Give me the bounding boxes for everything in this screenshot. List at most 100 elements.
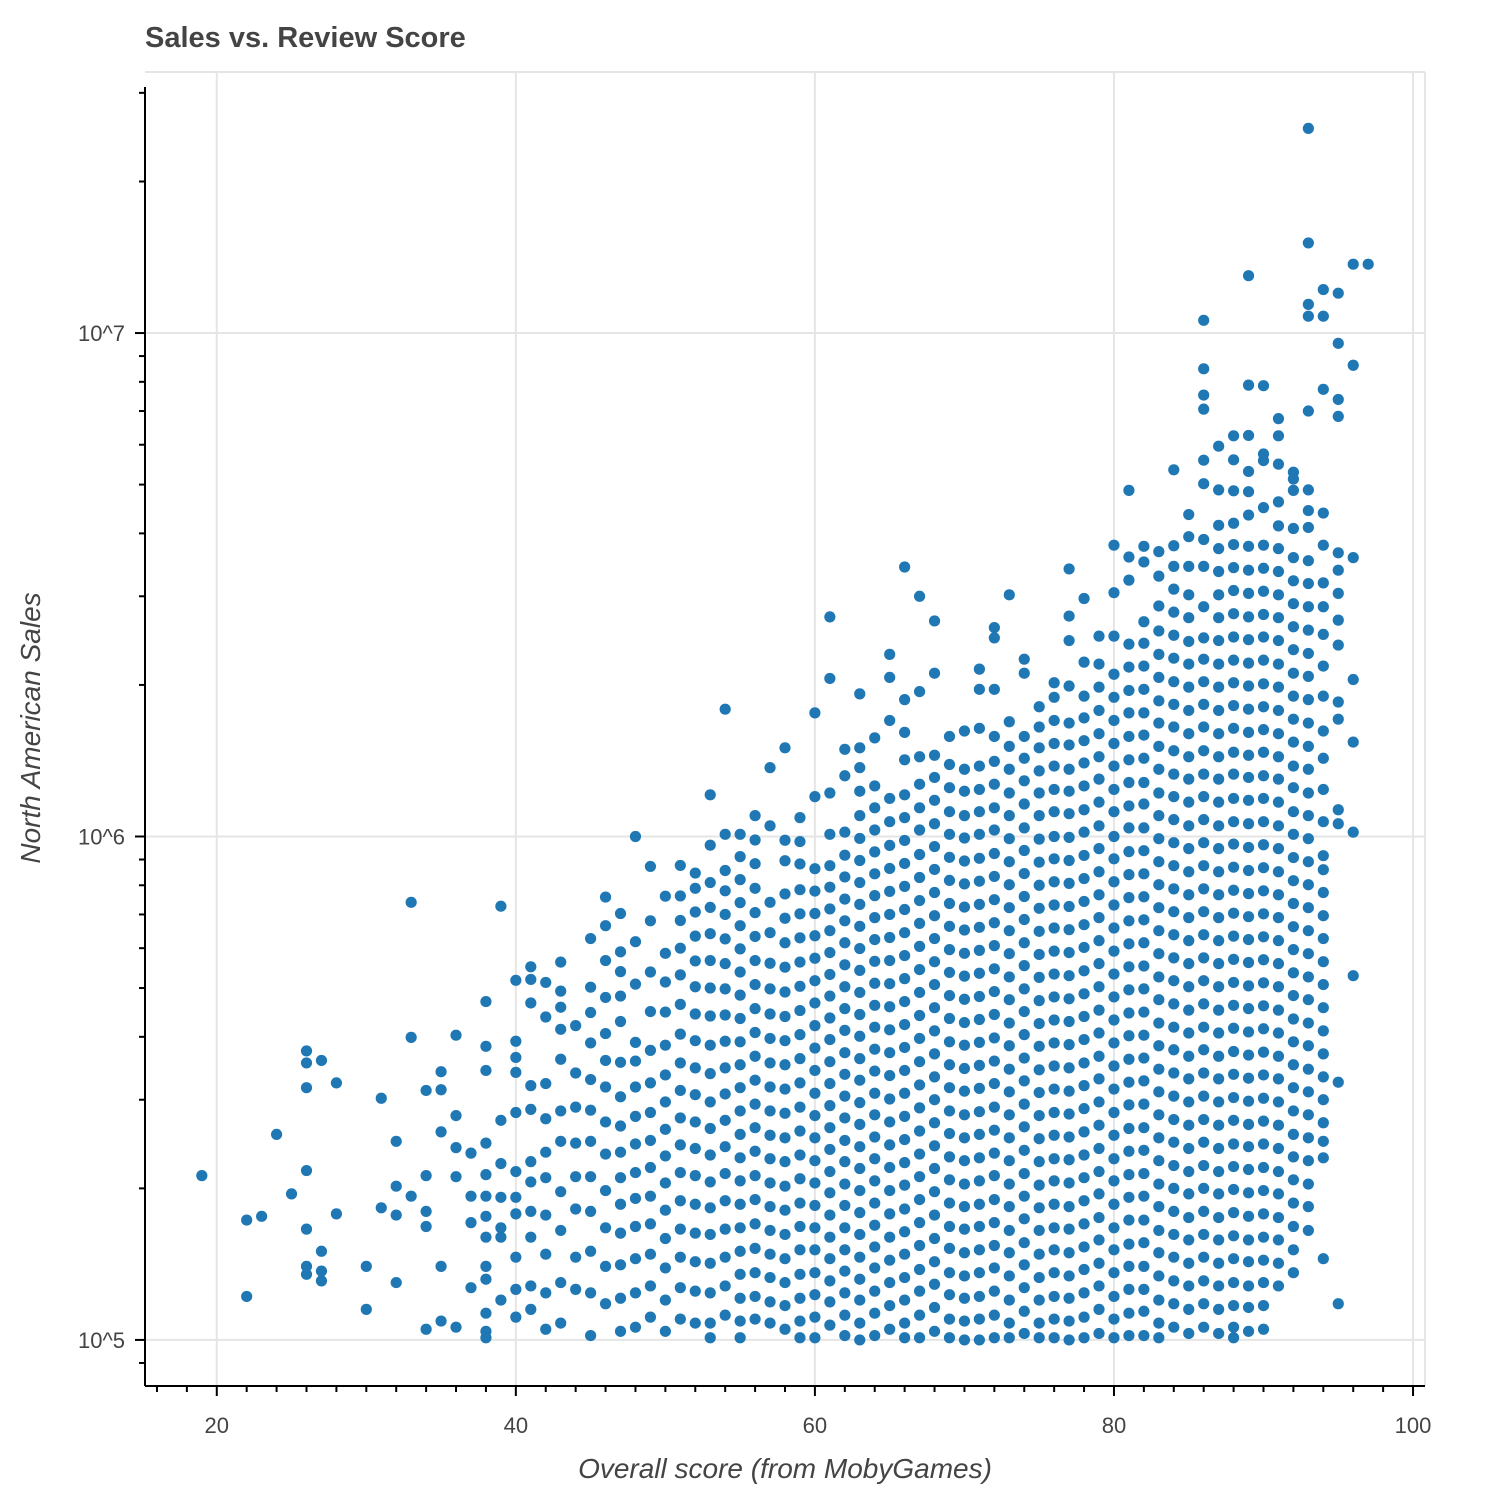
data-point (1183, 866, 1195, 878)
data-point (764, 1248, 776, 1260)
data-point (973, 1082, 985, 1094)
data-point (1018, 937, 1030, 949)
data-point (1108, 783, 1120, 796)
data-point (1138, 1006, 1150, 1018)
data-point (1347, 673, 1359, 686)
data-point (629, 978, 642, 990)
data-point (1183, 635, 1195, 648)
data-point (899, 1317, 911, 1329)
data-point (869, 890, 881, 902)
data-point (1018, 983, 1030, 995)
data-point (809, 1109, 821, 1122)
data-point (1198, 454, 1210, 466)
data-point (794, 1197, 806, 1209)
data-point (674, 1223, 686, 1235)
data-point (1227, 1138, 1240, 1150)
data-point (928, 1278, 941, 1290)
data-point (734, 1105, 746, 1117)
data-point (1242, 1163, 1255, 1176)
data-point (839, 1309, 851, 1321)
data-point (1257, 954, 1270, 966)
data-point (525, 997, 537, 1009)
data-point (1093, 658, 1105, 670)
data-point (1093, 1327, 1105, 1340)
data-point (824, 611, 836, 623)
x-tick-label: 60 (803, 1413, 827, 1438)
data-point (779, 1299, 791, 1312)
data-point (1003, 1132, 1015, 1144)
data-point (1272, 413, 1285, 425)
data-point (1063, 1039, 1075, 1051)
data-point (1287, 806, 1300, 818)
data-point (1332, 804, 1344, 816)
data-point (450, 1321, 462, 1333)
data-point (1003, 1224, 1015, 1237)
data-point (839, 1003, 851, 1015)
data-point (734, 920, 746, 932)
data-point (749, 810, 761, 822)
data-point (1033, 833, 1045, 845)
data-point (928, 1162, 941, 1175)
data-point (854, 920, 866, 932)
data-point (644, 1106, 657, 1119)
data-point (555, 1276, 567, 1289)
data-point (1183, 1257, 1195, 1269)
data-point (1138, 1098, 1150, 1110)
data-point (644, 1161, 657, 1174)
data-point (928, 1002, 941, 1014)
data-point (973, 852, 985, 864)
data-point (1063, 1131, 1075, 1143)
data-point (1138, 729, 1150, 741)
data-point (1272, 1004, 1285, 1016)
data-point (1332, 287, 1344, 299)
data-point (719, 1035, 731, 1047)
data-point (1108, 876, 1120, 888)
data-point (973, 1059, 985, 1071)
data-point (973, 990, 985, 1003)
data-point (988, 1055, 1000, 1067)
data-point (1093, 773, 1105, 785)
data-point (689, 1227, 701, 1239)
data-point (1257, 380, 1270, 392)
data-point (779, 1253, 791, 1265)
data-point (958, 1247, 971, 1259)
data-point (1213, 751, 1225, 763)
data-point (585, 1287, 597, 1299)
data-point (1138, 556, 1150, 568)
data-point (1302, 624, 1314, 636)
data-point (1227, 584, 1240, 597)
data-point (1048, 922, 1060, 934)
data-point (599, 954, 612, 967)
data-point (1302, 1155, 1314, 1167)
data-point (435, 1084, 447, 1096)
data-point (1033, 742, 1045, 754)
data-point (943, 897, 956, 910)
data-point (1242, 771, 1255, 784)
data-point (689, 981, 701, 993)
data-point (1213, 1119, 1225, 1131)
data-point (1227, 976, 1240, 989)
data-point (1048, 1106, 1060, 1119)
data-point (1302, 856, 1314, 868)
data-point (973, 828, 985, 840)
data-point (540, 1248, 552, 1260)
data-point (1287, 621, 1300, 633)
data-point (1063, 785, 1075, 797)
data-point (749, 1193, 761, 1206)
data-point (1048, 1290, 1060, 1303)
data-point (1272, 981, 1285, 993)
data-point (958, 1270, 971, 1282)
data-point (1272, 458, 1285, 470)
data-point (1108, 899, 1120, 911)
data-point (525, 973, 537, 986)
data-point (734, 943, 746, 955)
data-point (1033, 787, 1045, 799)
data-point (824, 860, 836, 872)
data-point (1138, 937, 1150, 949)
data-point (899, 1087, 911, 1099)
data-point (869, 1021, 881, 1033)
data-point (1227, 1022, 1240, 1034)
data-point (1153, 1294, 1165, 1306)
data-point (1183, 843, 1195, 855)
data-point (629, 1192, 642, 1205)
